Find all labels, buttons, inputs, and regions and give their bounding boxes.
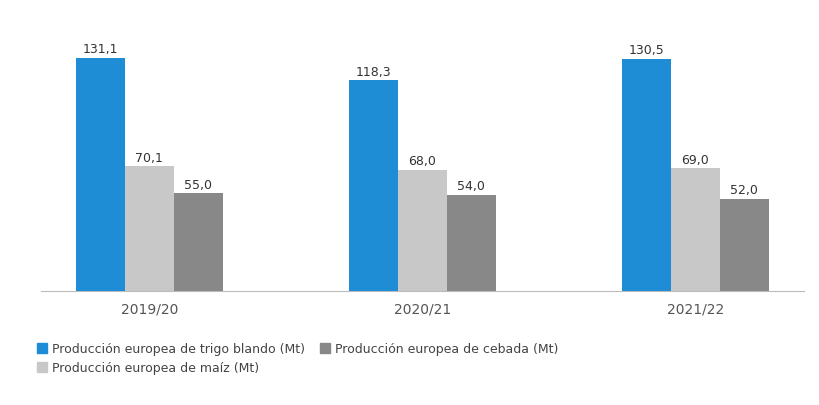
Text: 69,0: 69,0 bbox=[681, 153, 708, 166]
Bar bbox=[621, 60, 670, 292]
Text: 130,5: 130,5 bbox=[627, 44, 663, 57]
Bar bbox=[397, 171, 446, 292]
Bar bbox=[446, 196, 495, 292]
Bar bbox=[670, 169, 719, 292]
Text: 70,1: 70,1 bbox=[135, 151, 163, 164]
Bar bbox=[124, 167, 174, 292]
Bar bbox=[174, 194, 223, 292]
Bar bbox=[348, 81, 397, 292]
Text: 118,3: 118,3 bbox=[355, 66, 391, 79]
Bar bbox=[75, 58, 124, 292]
Text: 55,0: 55,0 bbox=[184, 178, 212, 191]
Text: 131,1: 131,1 bbox=[83, 43, 118, 56]
Legend: Producción europea de trigo blando (Mt), Producción europea de maíz (Mt), Produc: Producción europea de trigo blando (Mt),… bbox=[32, 337, 563, 379]
Bar bbox=[719, 199, 768, 292]
Text: 68,0: 68,0 bbox=[408, 155, 436, 168]
Text: 54,0: 54,0 bbox=[457, 180, 485, 193]
Text: 52,0: 52,0 bbox=[730, 183, 758, 196]
